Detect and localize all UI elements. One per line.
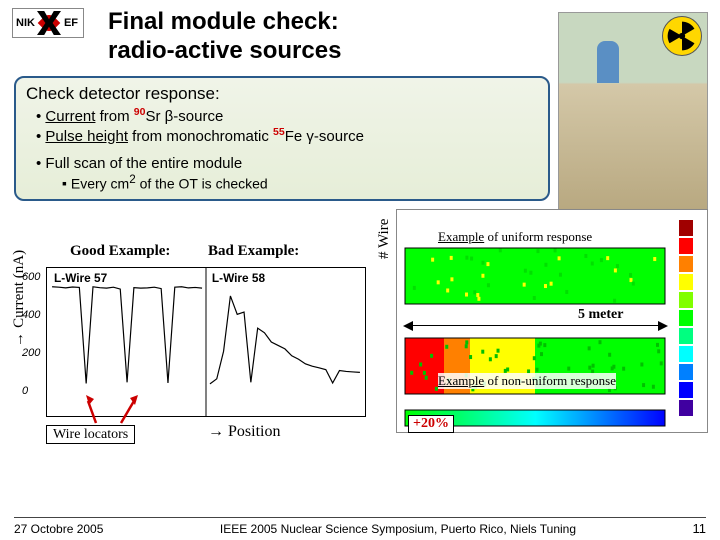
bad-example-label: Bad Example: — [208, 243, 299, 260]
five-meter-label: 5 meter — [578, 307, 623, 323]
bullet-2: Pulse height from monochromatic 55Fe γ-s… — [36, 126, 538, 145]
footer-divider — [14, 517, 706, 518]
bullet-list-2: Full scan of the entire module — [26, 155, 538, 172]
heatmap-caption-uniform: Example Example of uniform response of u… — [438, 229, 592, 245]
y-ticks: 600 400 200 0 — [22, 267, 40, 397]
footer: 27 Octobre 2005 IEEE 2005 Nuclear Scienc… — [0, 521, 720, 536]
overshoot-label: +20% — [408, 415, 454, 433]
footer-date: 27 Octobre 2005 — [14, 522, 103, 536]
nikhef-logo: NIK EF — [12, 8, 84, 38]
wire-locators-label: Wire locators — [46, 427, 135, 443]
footer-center: IEEE 2005 Nuclear Science Symposium, Pue… — [220, 522, 576, 536]
charts-area: → Current (nA) # Wire Good Example: Bad … — [8, 207, 712, 467]
box-title: Check detector response: — [26, 84, 538, 104]
bullet-3: Full scan of the entire module — [36, 155, 538, 172]
bullet-list: Current from 90Sr β-source Pulse height … — [26, 106, 538, 145]
svg-text:L-Wire 58: L-Wire 58 — [212, 271, 266, 285]
sub-bullet: Every cm2 of the OT is checked — [26, 173, 538, 192]
good-example-label: Good Example: — [70, 243, 170, 260]
page-number: 11 — [692, 521, 706, 536]
bullet-1: Current from 90Sr β-source — [36, 106, 538, 125]
radiation-icon — [662, 16, 702, 56]
y-axis-right-label: # Wire — [376, 219, 393, 259]
heatmap-caption-nonuniform: Example of non-uniform response — [438, 373, 616, 389]
content-box: Check detector response: Current from 90… — [14, 76, 550, 202]
position-label: → Position — [208, 423, 280, 441]
svg-text:L-Wire 57: L-Wire 57 — [54, 271, 108, 285]
